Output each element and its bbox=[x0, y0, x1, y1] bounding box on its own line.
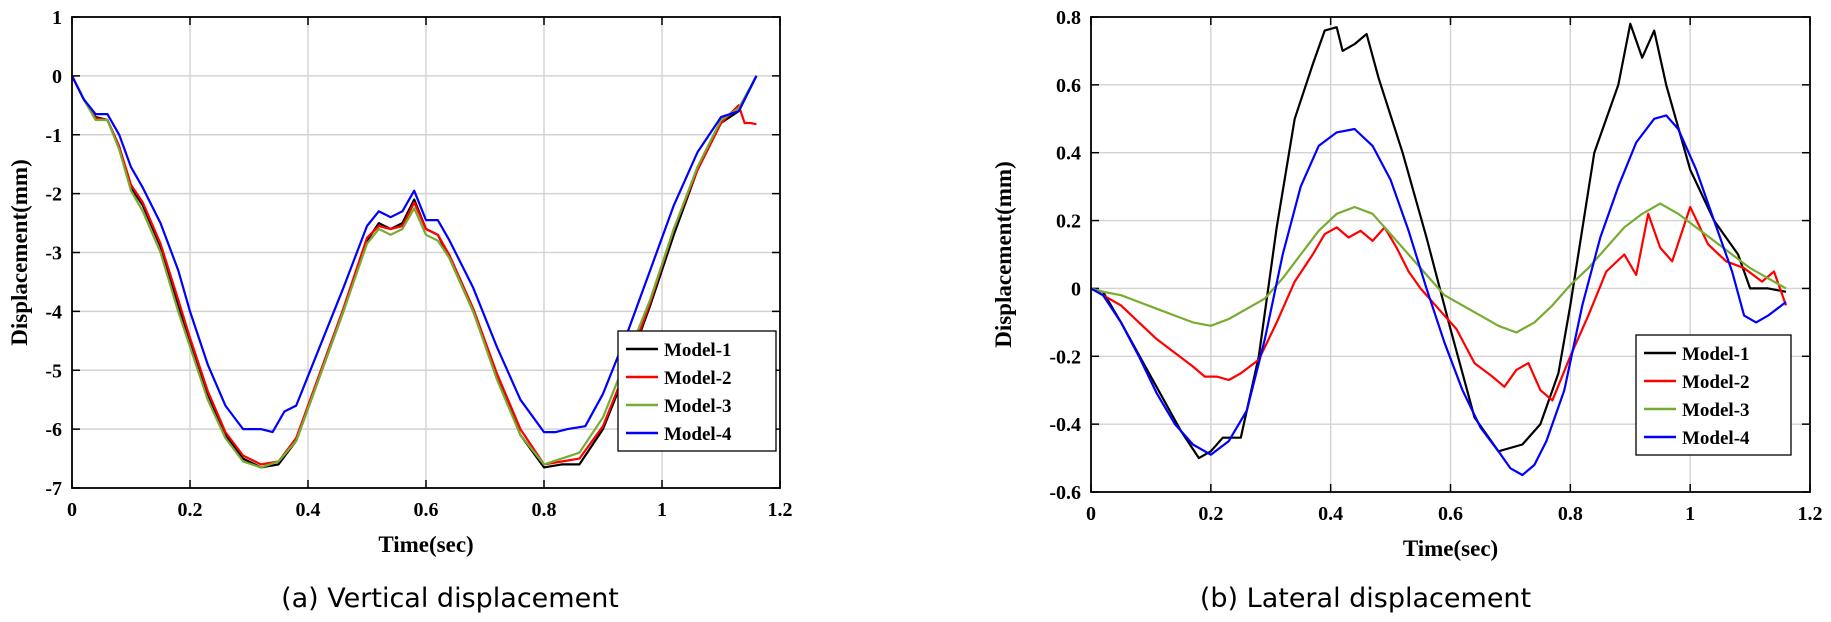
lateral-displacement-panel: 0 0.2 0.4 0.6 0.8 1 1.2 -0.6 -0.4 -0.2 0 0.2 0.4 0.6 0… bbox=[900, 0, 1831, 622]
y-tick-label: -6 bbox=[45, 419, 62, 441]
y-tick-label: 0 bbox=[1071, 278, 1081, 300]
caption-lateral-displacement: (b) Lateral displacement bbox=[1199, 583, 1532, 614]
y-tick-label: -5 bbox=[45, 360, 62, 382]
y-tick-label: 0.8 bbox=[1056, 7, 1081, 29]
legend-label-model-3: Model-3 bbox=[664, 396, 732, 417]
x-tick-label: 0.4 bbox=[296, 499, 321, 521]
y-axis-label: Displacement(mm) bbox=[991, 161, 1016, 348]
legend-label-model-4: Model-4 bbox=[664, 424, 732, 445]
x-tick-label: 0.8 bbox=[532, 499, 557, 521]
y-tick-label: 0.4 bbox=[1056, 143, 1081, 165]
legend-label-model-4: Model-4 bbox=[1682, 428, 1750, 449]
y-axis-label: Displacement(mm) bbox=[7, 159, 32, 346]
series-line-model-4 bbox=[1090, 114, 1787, 477]
x-tick-label: 0.6 bbox=[414, 499, 439, 521]
y-tick-label: -0.2 bbox=[1049, 346, 1081, 368]
lateral-displacement-chart: 0 0.2 0.4 0.6 0.8 1 1.2 -0.6 -0.4 -0.2 0 0.2 0.4 0.6 0… bbox=[991, 7, 1823, 561]
caption-vertical-displacement: (a) Vertical displacement bbox=[281, 583, 619, 614]
legend: Model-1 Model-2 Model-3 Model-4 bbox=[617, 330, 777, 452]
y-tick-label: -2 bbox=[45, 184, 62, 206]
legend-label-model-1: Model-1 bbox=[1682, 344, 1750, 365]
grid bbox=[72, 17, 780, 488]
legend-box bbox=[617, 330, 777, 452]
x-tick-label: 1 bbox=[1685, 503, 1695, 525]
legend-label-model-3: Model-3 bbox=[1682, 400, 1750, 421]
x-tick-label: 0.6 bbox=[1438, 503, 1463, 525]
series-line-model-1 bbox=[1090, 22, 1787, 460]
x-tick-label: 0.2 bbox=[1198, 503, 1223, 525]
y-tick-label: -0.6 bbox=[1049, 482, 1081, 504]
vertical-displacement-chart: 0 0.2 0.4 0.6 0.8 1 1.2 -7 -6 -5 -4 -3 -2 -1 0 1 Time(se… bbox=[7, 7, 793, 557]
legend-label-model-2: Model-2 bbox=[664, 368, 732, 389]
vertical-displacement-panel: 0 0.2 0.4 0.6 0.8 1 1.2 -7 -6 -5 -4 -3 -2 -1 0 1 Time(se… bbox=[0, 0, 900, 622]
series-line-model-4 bbox=[71, 75, 758, 434]
legend-label-model-2: Model-2 bbox=[1682, 372, 1750, 393]
x-tick-label: 0.8 bbox=[1558, 503, 1583, 525]
x-tick-label: 1.2 bbox=[768, 499, 793, 521]
y-tick-label: 0.2 bbox=[1056, 211, 1081, 233]
legend: Model-1 Model-2 Model-3 Model-4 bbox=[1635, 334, 1792, 456]
series-lines bbox=[1090, 22, 1788, 477]
y-tick-label: -1 bbox=[45, 125, 62, 147]
y-tick-label: 0 bbox=[52, 66, 62, 88]
series-line-model-3 bbox=[1090, 202, 1787, 334]
x-tick-label: 0.4 bbox=[1318, 503, 1343, 525]
plot-frame bbox=[1090, 16, 1811, 493]
legend-box bbox=[1635, 334, 1792, 456]
y-tick-label: -4 bbox=[45, 301, 62, 323]
plot-frame bbox=[71, 16, 781, 489]
x-tick-label: 0.2 bbox=[178, 499, 203, 521]
x-tick-label: 1.2 bbox=[1798, 503, 1823, 525]
series-line-model-3 bbox=[71, 75, 758, 469]
x-tick-label: 0 bbox=[67, 499, 77, 521]
x-tick-label: 0 bbox=[1086, 503, 1096, 525]
x-tick-label: 1 bbox=[657, 499, 667, 521]
x-axis-label: Time(sec) bbox=[378, 532, 473, 557]
legend-label-model-1: Model-1 bbox=[664, 340, 732, 361]
y-tick-label: 0.6 bbox=[1056, 75, 1081, 97]
series-lines bbox=[71, 75, 758, 469]
y-tick-label: 1 bbox=[52, 7, 62, 29]
y-tick-label: -7 bbox=[45, 478, 62, 500]
y-tick-label: -3 bbox=[45, 243, 62, 265]
y-tick-label: -0.4 bbox=[1049, 414, 1081, 436]
x-axis-label: Time(sec) bbox=[1403, 536, 1498, 561]
